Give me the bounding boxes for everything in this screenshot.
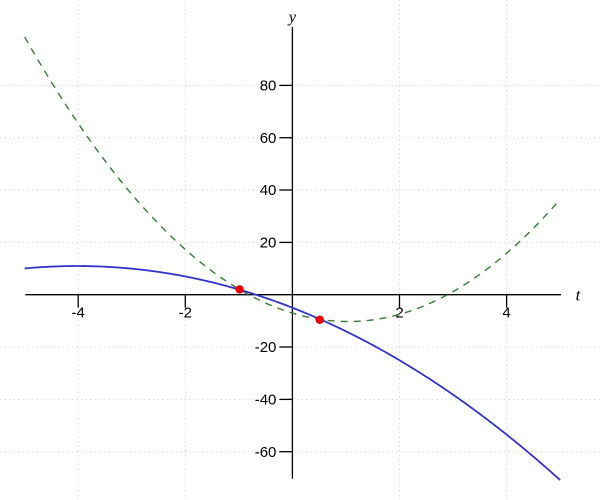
svg-text:-20: -20 [255, 339, 277, 356]
svg-text:20: 20 [260, 235, 277, 252]
svg-text:-2: -2 [179, 305, 192, 322]
svg-text:40: 40 [260, 182, 277, 199]
svg-text:-40: -40 [255, 392, 277, 409]
svg-text:-60: -60 [255, 444, 277, 461]
svg-text:t: t [576, 286, 582, 305]
svg-text:y: y [287, 9, 297, 26]
svg-text:80: 80 [260, 78, 277, 95]
svg-text:60: 60 [260, 130, 277, 147]
svg-text:2: 2 [395, 305, 403, 322]
svg-text:-4: -4 [72, 305, 85, 322]
svg-text:4: 4 [502, 305, 510, 322]
